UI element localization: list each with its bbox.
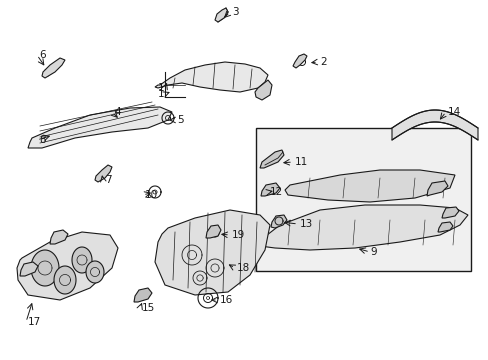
Text: 14: 14 <box>447 107 460 117</box>
Polygon shape <box>270 215 286 228</box>
Polygon shape <box>426 181 447 196</box>
Polygon shape <box>254 80 271 100</box>
Polygon shape <box>391 110 477 140</box>
Polygon shape <box>50 230 68 244</box>
Polygon shape <box>260 150 284 168</box>
Text: 4: 4 <box>114 107 121 117</box>
Polygon shape <box>28 107 172 148</box>
Text: 8: 8 <box>39 135 45 145</box>
Polygon shape <box>285 170 454 202</box>
Polygon shape <box>95 165 112 182</box>
Polygon shape <box>54 266 76 294</box>
Text: 13: 13 <box>299 219 313 229</box>
Polygon shape <box>17 232 118 300</box>
Text: 18: 18 <box>237 263 250 273</box>
Polygon shape <box>258 205 467 250</box>
Text: 19: 19 <box>231 230 245 240</box>
Text: 2: 2 <box>319 57 326 67</box>
Polygon shape <box>72 247 92 273</box>
Polygon shape <box>215 8 227 22</box>
Polygon shape <box>292 54 306 68</box>
Polygon shape <box>42 58 65 78</box>
Polygon shape <box>86 261 104 283</box>
Bar <box>256 128 470 271</box>
Text: 3: 3 <box>231 7 238 17</box>
Text: 1: 1 <box>158 89 164 99</box>
Polygon shape <box>441 207 458 218</box>
Text: 15: 15 <box>142 303 155 313</box>
Text: 7: 7 <box>105 175 111 185</box>
Text: 9: 9 <box>369 247 376 257</box>
Polygon shape <box>261 183 280 196</box>
Polygon shape <box>20 262 38 276</box>
Text: 11: 11 <box>294 157 307 167</box>
Polygon shape <box>205 225 221 238</box>
Polygon shape <box>155 210 269 295</box>
Text: 16: 16 <box>220 295 233 305</box>
Polygon shape <box>437 222 452 232</box>
Text: 5: 5 <box>177 115 183 125</box>
Text: 10: 10 <box>145 190 158 200</box>
Text: 12: 12 <box>269 187 283 197</box>
Polygon shape <box>155 62 267 92</box>
Text: 17: 17 <box>28 317 41 327</box>
Polygon shape <box>134 288 152 302</box>
Text: 1: 1 <box>158 83 164 93</box>
Polygon shape <box>31 250 59 286</box>
Text: 6: 6 <box>39 50 45 60</box>
